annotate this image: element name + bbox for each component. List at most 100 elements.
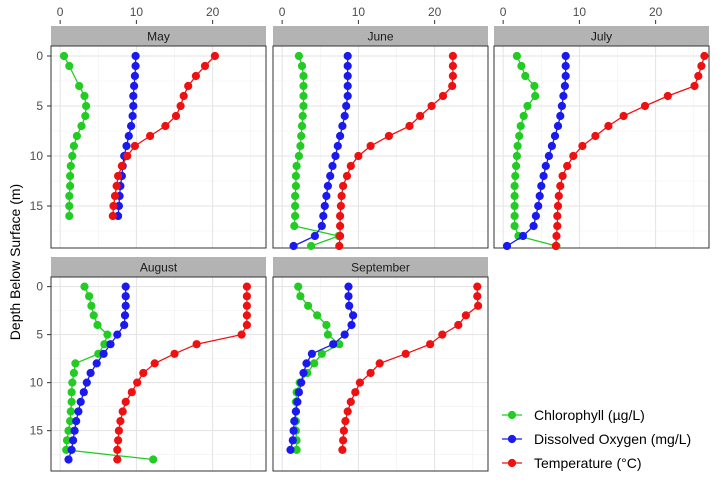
data-point-chlorophyll [87,301,96,310]
y-tick-label: 0 [36,280,43,294]
data-point-oxygen [347,320,356,330]
data-point-temperature [448,61,457,71]
facet-strip [51,257,266,277]
legend-item-oxygen: Dissolved Oxygen (mg/L) [502,431,691,447]
data-point-oxygen [130,81,139,91]
data-point-chlorophyll [69,141,78,151]
data-point-temperature [242,292,251,301]
x-tick-label: 10 [130,5,144,19]
data-point-oxygen [333,141,342,151]
data-point-chlorophyll [298,111,307,121]
data-point-chlorophyll [81,111,90,121]
data-point-chlorophyll [65,201,74,211]
data-point-chlorophyll [71,359,80,368]
data-point-chlorophyll [66,407,75,416]
data-point-chlorophyll [510,191,519,201]
data-point-chlorophyll [67,388,76,397]
data-point-temperature [179,91,188,101]
data-point-oxygen [343,51,352,61]
data-point-oxygen [121,282,130,291]
facet-strip-label: July [591,30,612,44]
data-point-chlorophyll [69,368,78,378]
legend-item-chlorophyll: Chlorophyll (µg/L) [502,407,645,423]
data-point-chlorophyll [515,131,524,141]
data-point-chlorophyll [517,61,526,71]
y-tick-label: 15 [30,424,44,438]
data-point-chlorophyll [307,241,316,251]
data-point-temperature [336,221,345,231]
data-point-temperature [405,121,414,131]
data-point-oxygen [120,320,129,330]
data-point-temperature [127,388,136,397]
series-temperature [335,51,457,251]
data-point-temperature [337,191,346,201]
data-point-temperature [416,111,425,121]
data-point-oxygen [92,359,101,368]
series-line-chlorophyll [63,55,87,216]
data-point-chlorophyll [291,171,300,181]
data-point-chlorophyll [296,141,305,151]
data-point-temperature [366,368,375,378]
legend-label: Dissolved Oxygen (mg/L) [534,431,691,447]
data-point-chlorophyll [322,320,331,330]
data-point-temperature [150,359,159,368]
data-point-oxygen [130,71,139,81]
data-point-temperature [553,201,563,211]
x-tick-label: 0 [500,5,507,19]
data-point-chlorophyll [100,340,109,349]
data-point-oxygen [561,51,570,61]
data-point-oxygen [534,201,543,211]
data-point-chlorophyll [291,201,300,211]
series-temperature [338,282,483,454]
data-point-temperature [401,349,410,358]
data-point-chlorophyll [323,330,332,339]
data-point-temperature [114,426,123,435]
panel-border [50,276,267,472]
data-point-oxygen [322,191,331,201]
data-point-temperature [161,121,170,131]
series-temperature [113,282,251,464]
data-point-chlorophyll [523,101,532,111]
y-tick-label: 15 [30,199,44,213]
data-point-chlorophyll [512,51,522,61]
data-point-temperature [342,171,352,181]
data-point-oxygen [544,151,554,161]
data-point-chlorophyll [521,71,530,81]
data-point-oxygen [288,436,297,445]
series-oxygen [286,282,358,454]
data-point-oxygen [329,340,338,349]
data-point-oxygen [131,61,140,71]
facet-strip [51,26,266,46]
data-point-chlorophyll [80,91,89,101]
data-point-chlorophyll [299,71,308,81]
data-point-temperature [121,397,130,406]
x-tick-label: 20 [428,5,442,19]
data-point-chlorophyll [292,445,301,454]
data-point-chlorophyll [66,417,75,426]
data-point-oxygen [344,282,353,291]
data-point-oxygen [122,141,131,151]
data-point-chlorophyll [291,181,300,191]
y-tick-label: 10 [30,149,44,163]
legend-label: Chlorophyll (µg/L) [534,407,645,423]
data-point-chlorophyll [335,340,344,349]
data-point-temperature [438,91,448,101]
data-point-temperature [113,455,122,464]
data-point-temperature [448,81,457,91]
data-point-temperature [112,181,121,191]
y-axis-title: Depth Below Surface (m) [7,184,23,340]
data-point-oxygen [557,101,567,111]
legend-label: Temperature (°C) [534,455,642,471]
data-point-temperature [237,330,246,339]
data-point-chlorophyll [103,330,112,339]
data-point-chlorophyll [66,161,75,171]
data-point-chlorophyll [66,181,75,191]
y-tick-label: 10 [30,376,44,390]
data-point-temperature [366,141,375,151]
data-point-oxygen [539,171,548,181]
panel-august: August 0 5 10 15 [30,257,267,472]
series-chlorophyll [62,282,158,464]
data-point-chlorophyll [80,282,89,291]
data-point-temperature [171,111,181,121]
data-point-oxygen [338,121,347,131]
